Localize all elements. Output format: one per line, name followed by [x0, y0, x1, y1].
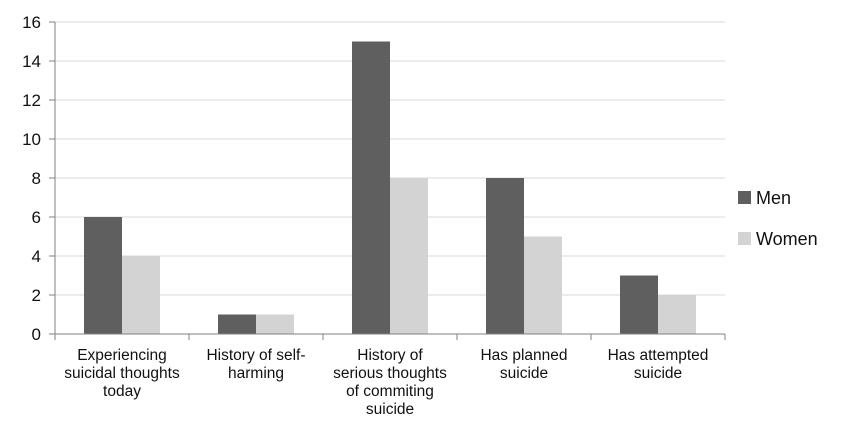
x-category-label: History of serious thoughts of commiting su… [333, 347, 447, 418]
x-category-label-line: History of [357, 347, 423, 364]
x-category-label-line: of commiting [346, 383, 434, 400]
bar-women-3 [524, 236, 562, 334]
bar-men-0 [84, 217, 122, 334]
legend: Men Women [738, 188, 818, 249]
y-tick-label: 4 [32, 247, 41, 266]
labels: 0 2 4 6 8 10 12 14 16 Experiencing suicidal though… [22, 13, 708, 418]
x-category-label-line: harming [228, 365, 284, 382]
x-category-label-line: today [103, 383, 141, 400]
x-category-label: History of self-harming [206, 347, 305, 382]
bars [84, 41, 696, 334]
y-tick-label: 6 [32, 208, 41, 227]
bar-men-1 [218, 314, 256, 334]
y-tick-label: 2 [32, 286, 41, 305]
x-category-label-line: Experiencing [77, 347, 167, 364]
legend-label-men: Men [756, 188, 791, 208]
y-tick-label: 0 [32, 325, 41, 344]
legend-swatch-men [738, 191, 751, 204]
x-category-label-line: suicide [634, 365, 682, 382]
x-category-label-line: suicide [366, 401, 414, 418]
legend-swatch-women [738, 232, 751, 245]
bar-women-4 [658, 295, 696, 334]
x-category-label: Experiencing suicidal thoughts today [64, 347, 180, 400]
y-tick-label: 8 [32, 169, 41, 188]
x-category-label: Has planned suicide [480, 347, 567, 382]
x-category-label-line: suicidal thoughts [64, 365, 180, 382]
y-tick-label: 14 [22, 52, 41, 71]
bar-men-2 [352, 41, 390, 334]
bar-women-1 [256, 314, 294, 334]
axes [49, 21, 726, 340]
bar-men-3 [486, 178, 524, 334]
bar-women-0 [122, 256, 160, 334]
y-tick-label: 16 [22, 13, 41, 32]
x-category-label-line: Has attempted [608, 347, 709, 364]
x-category-label-line: serious thoughts [333, 365, 447, 382]
legend-label-women: Women [756, 229, 818, 249]
y-tick-label: 10 [22, 130, 41, 149]
y-tick-label: 12 [22, 91, 41, 110]
x-category-label-line: History of self- [206, 347, 305, 364]
x-category-label-line: Has planned [480, 347, 567, 364]
x-category-label: Has attempted suicide [608, 347, 709, 382]
x-category-label-line: suicide [500, 365, 548, 382]
bar-men-4 [620, 275, 658, 334]
bar-women-2 [390, 178, 428, 334]
